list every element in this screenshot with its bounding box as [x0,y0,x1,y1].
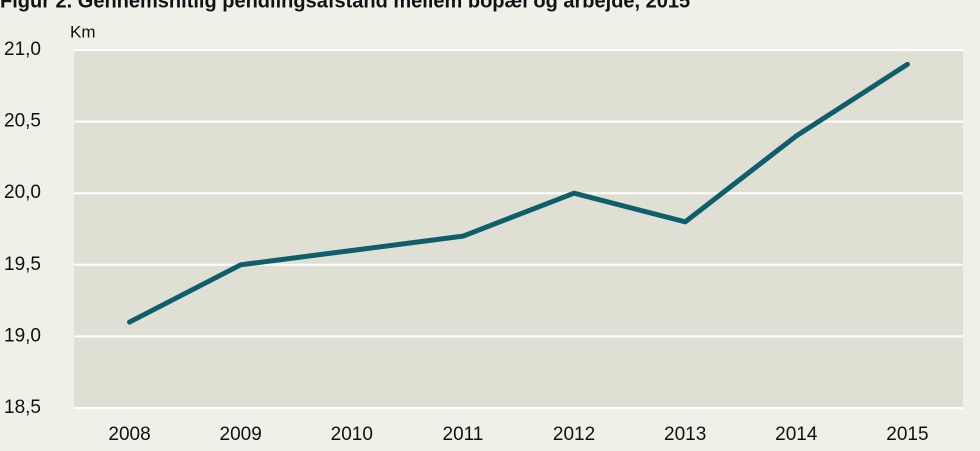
x-tick-label: 2015 [886,424,928,445]
line-series [127,61,910,325]
y-tick-label: 18,5 [4,397,41,418]
x-tick-label: 2012 [553,424,595,445]
y-tick-label: 20,0 [4,182,41,203]
y-tick-label: 20,5 [4,111,41,132]
x-tick-label: 2014 [775,424,818,445]
plot-area [74,50,963,408]
x-tick-label: 2008 [108,424,150,445]
y-tick-label: 21,0 [4,39,41,60]
y-tick-label: 19,5 [4,254,41,275]
y-axis-label: Km [70,22,96,41]
x-tick-label: 2010 [331,424,373,445]
chart-title: Figur 2. Gennemsnitlig pendlingsafstand … [0,0,690,12]
y-tick-label: 19,0 [4,325,41,346]
x-tick-label: 2011 [443,424,484,445]
x-tick-label: 2013 [664,424,706,445]
x-tick-label: 2009 [220,424,262,445]
